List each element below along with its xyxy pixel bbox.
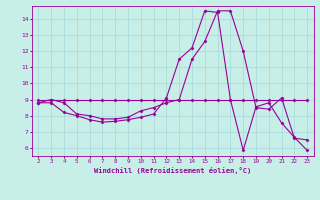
X-axis label: Windchill (Refroidissement éolien,°C): Windchill (Refroidissement éolien,°C) (94, 167, 252, 174)
